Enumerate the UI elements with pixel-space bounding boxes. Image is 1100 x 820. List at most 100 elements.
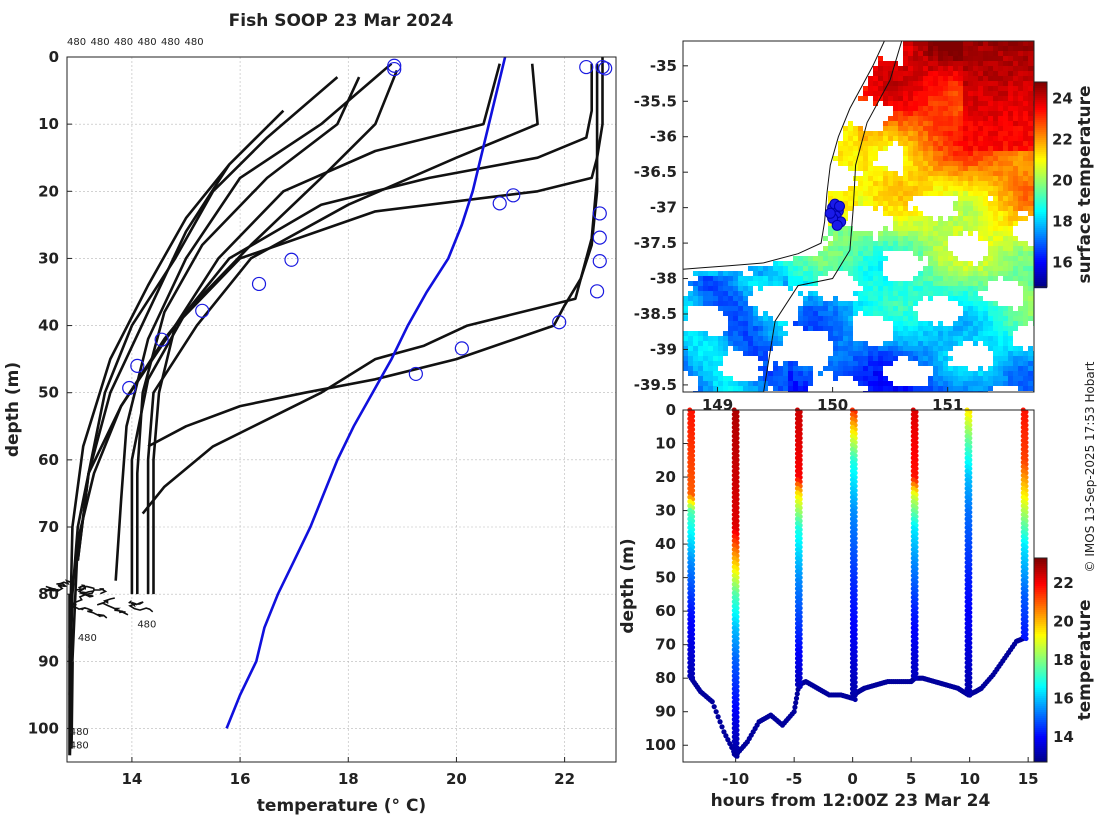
sst-pixel xyxy=(998,181,1003,186)
sst-pixel xyxy=(908,141,913,146)
colorbar-swatch xyxy=(1034,620,1047,623)
sst-pixel xyxy=(933,366,938,371)
sst-pixel xyxy=(923,136,928,141)
colorbar-swatch xyxy=(1034,754,1047,757)
sst-pixel xyxy=(993,161,998,166)
colorbar-swatch xyxy=(1034,282,1047,285)
sst-pixel xyxy=(738,316,743,321)
sst-pixel xyxy=(858,96,863,101)
sst-pixel xyxy=(993,141,998,146)
sst-pixel xyxy=(843,301,848,306)
sst-pixel xyxy=(1003,71,1008,76)
sst-pixel xyxy=(748,321,753,326)
sst-pixel xyxy=(973,131,978,136)
sst-pixel xyxy=(883,61,888,66)
sst-pixel xyxy=(943,131,948,136)
sst-pixel xyxy=(858,291,863,296)
sst-pixel xyxy=(858,201,863,206)
sst-pixel xyxy=(1028,121,1033,126)
sst-pixel xyxy=(863,241,868,246)
sst-pixel xyxy=(853,301,858,306)
sst-pixel xyxy=(803,311,808,316)
sst-pixel xyxy=(848,366,853,371)
sst-pixel xyxy=(773,366,778,371)
sst-pixel xyxy=(963,286,968,291)
sst-pixel xyxy=(758,376,763,381)
sst-pixel xyxy=(888,296,893,301)
sst-pixel xyxy=(943,141,948,146)
sst-pixel xyxy=(938,46,943,51)
sst-pixel xyxy=(998,151,1003,156)
sst-pixel xyxy=(843,241,848,246)
sst-pixel xyxy=(918,156,923,161)
colorbar-swatch xyxy=(1034,164,1047,167)
sst-pixel xyxy=(933,291,938,296)
sst-pixel xyxy=(873,186,878,191)
section-x-tick-label: 10 xyxy=(959,770,980,788)
sst-pixel xyxy=(743,326,748,331)
sst-pixel xyxy=(888,236,893,241)
sst-pixel xyxy=(858,246,863,251)
sst-pixel xyxy=(848,251,853,256)
sst-pixel xyxy=(738,281,743,286)
sst-pixel xyxy=(758,381,763,386)
sst-pixel xyxy=(993,351,998,356)
sst-pixel xyxy=(943,111,948,116)
y-axis-label: depth (m) xyxy=(3,362,23,457)
sst-pixel xyxy=(758,316,763,321)
sst-pixel xyxy=(858,196,863,201)
sst-pixel xyxy=(753,351,758,356)
sst-pixel xyxy=(848,166,853,171)
sst-pixel xyxy=(918,226,923,231)
sst-pixel xyxy=(963,91,968,96)
sst-pixel xyxy=(1028,106,1033,111)
sst-pixel xyxy=(963,206,968,211)
sst-pixel xyxy=(963,301,968,306)
sst-pixel xyxy=(893,116,898,121)
sst-pixel xyxy=(1013,191,1018,196)
sst-pixel xyxy=(973,156,978,161)
sst-pixel xyxy=(733,381,738,386)
sst-pixel xyxy=(1028,146,1033,151)
sst-pixel xyxy=(913,246,918,251)
sst-pixel xyxy=(878,301,883,306)
sst-pixel xyxy=(988,46,993,51)
sst-pixel xyxy=(918,321,923,326)
sst-pixel xyxy=(848,201,853,206)
sst-pixel xyxy=(1013,61,1018,66)
y-tick-label: 70 xyxy=(38,518,59,536)
sst-pixel xyxy=(978,231,983,236)
sst-pixel xyxy=(778,281,783,286)
sst-pixel xyxy=(963,106,968,111)
sst-pixel xyxy=(853,161,858,166)
sst-pixel xyxy=(913,241,918,246)
sst-pixel xyxy=(993,241,998,246)
colorbar-swatch xyxy=(1034,624,1047,627)
sst-pixel xyxy=(973,341,978,346)
sst-pixel xyxy=(1013,206,1018,211)
sst-pixel xyxy=(1023,161,1028,166)
sst-pixel xyxy=(928,286,933,291)
section-y-tick-label: 30 xyxy=(655,502,676,520)
sst-pixel xyxy=(943,61,948,66)
sst-pixel xyxy=(858,141,863,146)
profile-line-profile-6 xyxy=(152,63,501,595)
sst-pixel xyxy=(843,316,848,321)
sst-pixel xyxy=(878,146,883,151)
colorbar-swatch xyxy=(1034,634,1047,637)
sst-pixel xyxy=(1003,271,1008,276)
sst-pixel xyxy=(953,201,958,206)
sst-pixel xyxy=(918,91,923,96)
sst-pixel xyxy=(983,226,988,231)
sst-pixel xyxy=(813,271,818,276)
sst-pixel xyxy=(958,91,963,96)
sst-pixel xyxy=(1013,46,1018,51)
sst-pixel xyxy=(973,201,978,206)
colorbar-swatch xyxy=(1034,176,1047,179)
sst-pixel xyxy=(918,101,923,106)
sst-pixel xyxy=(838,161,843,166)
sst-pixel xyxy=(1008,211,1013,216)
sst-pixel xyxy=(968,226,973,231)
sst-pixel xyxy=(843,231,848,236)
sst-pixel xyxy=(948,86,953,91)
